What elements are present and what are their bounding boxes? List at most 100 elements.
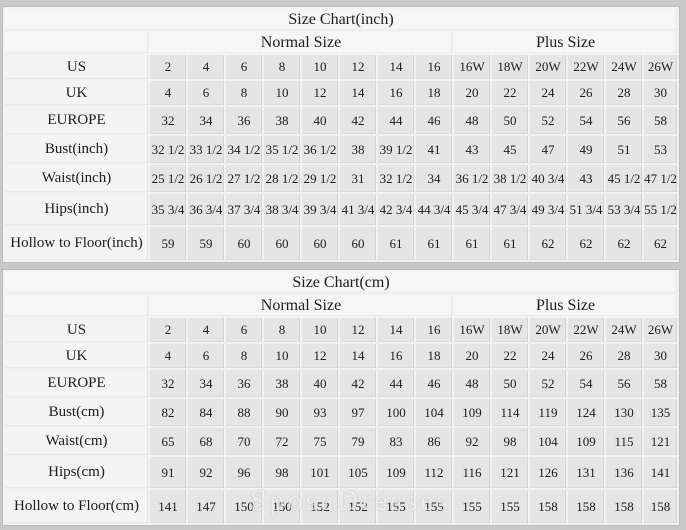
size-value-cell: 44 3/4 [416, 194, 452, 225]
size-value-cell: 96 [226, 457, 262, 488]
chart-title-row: Size Chart(inch) [5, 9, 677, 30]
size-value-cell: 22 [492, 344, 528, 368]
size-value-cell: 56 [606, 370, 642, 397]
size-value-cell: 45 3/4 [454, 194, 490, 225]
size-value-cell: 109 [568, 428, 604, 455]
size-value-cell: 32 1/2 [378, 165, 414, 192]
size-value-cell: 49 3/4 [530, 194, 566, 225]
chart-title-row: Size Chart(cm) [5, 272, 677, 293]
size-value-cell: 16W [454, 55, 490, 79]
size-value-cell: 83 [378, 428, 414, 455]
size-value-cell: 98 [492, 428, 528, 455]
size-value-cell: 18 [416, 81, 452, 105]
size-value-cell: 26 [568, 344, 604, 368]
size-value-cell: 61 [378, 227, 414, 260]
size-value-cell: 155 [492, 490, 528, 523]
size-value-cell: 62 [644, 227, 677, 260]
size-value-cell: 104 [530, 428, 566, 455]
size-value-cell: 115 [606, 428, 642, 455]
size-value-cell: 53 3/4 [606, 194, 642, 225]
size-value-cell: 38 [264, 370, 300, 397]
size-value-cell: 131 [568, 457, 604, 488]
size-value-cell: 121 [644, 428, 677, 455]
size-value-cell: 86 [416, 428, 452, 455]
size-group-header-row: Normal Size Plus Size [5, 295, 677, 316]
size-value-cell: 150 [226, 490, 262, 523]
size-value-cell: 20W [530, 318, 566, 342]
size-value-cell: 150 [264, 490, 300, 523]
size-value-cell: 46 [416, 107, 452, 134]
size-value-cell: 10 [302, 318, 338, 342]
size-value-cell: 14 [378, 318, 414, 342]
size-value-cell: 59 [188, 227, 224, 260]
size-value-cell: 36 3/4 [188, 194, 224, 225]
size-value-cell: 6 [226, 318, 262, 342]
size-value-cell: 53 [644, 136, 677, 163]
size-value-cell: 54 [568, 107, 604, 134]
size-value-cell: 18W [492, 318, 528, 342]
size-value-cell: 31 [340, 165, 376, 192]
size-value-cell: 48 [454, 370, 490, 397]
size-value-cell: 8 [226, 81, 262, 105]
size-value-cell: 34 [188, 370, 224, 397]
size-value-cell: 26W [644, 318, 677, 342]
size-value-cell: 88 [226, 399, 262, 426]
size-value-cell: 14 [340, 344, 376, 368]
size-value-cell: 119 [530, 399, 566, 426]
size-value-cell: 101 [302, 457, 338, 488]
size-value-cell: 58 [644, 370, 677, 397]
size-value-cell: 20 [454, 344, 490, 368]
size-chart-inch-body: US 2 4 6 8 10 12 14 16 16W 18W 20W 22W 24W 26W UK 4 6 8 10 1… [5, 55, 677, 260]
size-value-cell: 2 [150, 318, 186, 342]
size-value-cell: 51 3/4 [568, 194, 604, 225]
size-value-cell: 35 3/4 [150, 194, 186, 225]
size-value-cell: 100 [378, 399, 414, 426]
size-value-cell: 30 [644, 344, 677, 368]
row-label: Waist(inch) [5, 165, 148, 192]
size-value-cell: 109 [454, 399, 490, 426]
size-value-cell: 52 [530, 107, 566, 134]
size-value-cell: 84 [188, 399, 224, 426]
size-value-cell: 14 [378, 55, 414, 79]
size-value-cell: 152 [302, 490, 338, 523]
normal-size-header: Normal Size [150, 32, 452, 53]
size-value-cell: 39 1/2 [378, 136, 414, 163]
size-value-cell: 39 3/4 [302, 194, 338, 225]
row-label: Hollow to Floor(cm) [5, 490, 148, 523]
size-value-cell: 24W [606, 55, 642, 79]
size-value-cell: 26 1/2 [188, 165, 224, 192]
size-value-cell: 4 [188, 318, 224, 342]
size-value-cell: 24 [530, 81, 566, 105]
size-value-cell: 8 [226, 344, 262, 368]
size-chart-inch-table: Size Chart(inch) Normal Size Plus Size U… [2, 6, 680, 263]
size-value-cell: 155 [416, 490, 452, 523]
size-value-cell: 42 [340, 370, 376, 397]
size-value-cell: 141 [150, 490, 186, 523]
chart-title: Size Chart(inch) [5, 9, 677, 30]
size-value-cell: 46 [416, 370, 452, 397]
size-value-cell: 51 [606, 136, 642, 163]
size-value-cell: 38 3/4 [264, 194, 300, 225]
size-value-cell: 48 [454, 107, 490, 134]
size-value-cell: 34 [188, 107, 224, 134]
size-value-cell: 28 [606, 81, 642, 105]
row-label: Bust(inch) [5, 136, 148, 163]
size-value-cell: 32 [150, 107, 186, 134]
size-value-cell: 155 [454, 490, 490, 523]
size-value-cell: 124 [568, 399, 604, 426]
size-value-cell: 33 1/2 [188, 136, 224, 163]
size-value-cell: 14 [340, 81, 376, 105]
size-value-cell: 4 [150, 81, 186, 105]
size-chart-cm-body: US 2 4 6 8 10 12 14 16 16W 18W 20W 22W 24W 26W UK 4 6 8 10 1… [5, 318, 677, 523]
size-value-cell: 12 [340, 55, 376, 79]
size-value-cell: 6 [188, 81, 224, 105]
size-value-cell: 158 [606, 490, 642, 523]
size-value-cell: 6 [188, 344, 224, 368]
size-value-cell: 22W [568, 55, 604, 79]
size-value-cell: 10 [264, 344, 300, 368]
size-value-cell: 62 [530, 227, 566, 260]
size-value-cell: 61 [454, 227, 490, 260]
table-row: US 2 4 6 8 10 12 14 16 16W 18W 20W 22W 24W 26W [5, 55, 677, 79]
size-value-cell: 112 [416, 457, 452, 488]
